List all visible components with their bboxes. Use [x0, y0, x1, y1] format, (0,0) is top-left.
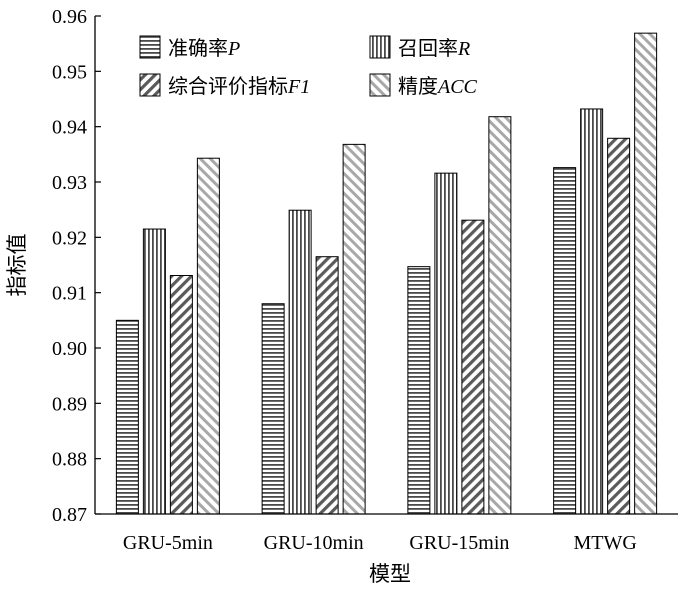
bars-layer — [115, 32, 658, 515]
x-tick-label: GRU-15min — [409, 532, 509, 554]
legend-label: 召回率R — [398, 36, 470, 60]
bar-GRU-5min-series-0 — [115, 319, 139, 515]
bar-GRU-10min-series-3 — [342, 143, 366, 515]
x-tick-label: GRU-10min — [264, 532, 364, 554]
bar-GRU-15min-series-1 — [434, 172, 458, 515]
bar-GRU-10min-series-2 — [315, 256, 339, 515]
bar-GRU-15min-series-2 — [461, 219, 485, 515]
bar-GRU-15min-series-0 — [407, 266, 431, 515]
y-tick-label: 0.92 — [52, 227, 87, 249]
y-tick-label: 0.87 — [52, 504, 87, 526]
bar-GRU-5min-series-2 — [169, 275, 193, 515]
legend-swatch — [369, 73, 391, 97]
y-ticks: 0.87 0.88 0.89 0.90 0.91 0.92 0.93 0.94 0.95 0.96 — [52, 6, 101, 526]
bar-GRU-10min-series-0 — [261, 303, 285, 515]
y-tick-label: 0.93 — [52, 172, 87, 194]
bar-MTWG-series-1 — [580, 108, 604, 515]
legend: 准确率P 召回率R 综合评价指标F1 精度ACC — [139, 35, 478, 98]
legend-label: 精度ACC — [398, 74, 478, 98]
bar-GRU-10min-series-1 — [288, 209, 312, 515]
y-tick-label: 0.90 — [52, 338, 87, 360]
x-tick-label: MTWG — [573, 532, 636, 554]
bar-GRU-5min-series-3 — [196, 157, 220, 515]
bar-MTWG-series-3 — [634, 32, 658, 515]
bar-GRU-15min-series-3 — [488, 116, 512, 515]
y-tick-label: 0.96 — [52, 6, 87, 28]
bar-GRU-5min-series-1 — [142, 228, 166, 515]
bar-MTWG-series-0 — [553, 167, 577, 515]
y-tick-label: 0.89 — [52, 393, 87, 415]
y-tick-label: 0.94 — [52, 117, 87, 139]
x-axis-title: 模型 — [369, 562, 411, 586]
legend-swatch — [139, 73, 161, 97]
y-tick-label: 0.88 — [52, 449, 87, 471]
y-axis-title: 指标值 — [5, 234, 29, 297]
x-tick-label: GRU-5min — [123, 532, 213, 554]
y-tick-label: 0.95 — [52, 61, 87, 83]
bar-MTWG-series-2 — [607, 137, 631, 515]
legend-label: 准确率P — [168, 36, 240, 60]
legend-swatch — [369, 35, 391, 59]
y-tick-label: 0.91 — [52, 283, 87, 305]
legend-swatch — [139, 35, 161, 59]
legend-label: 综合评价指标F1 — [168, 74, 310, 98]
x-ticks: GRU-5min GRU-10min GRU-15min MTWG — [123, 532, 637, 554]
